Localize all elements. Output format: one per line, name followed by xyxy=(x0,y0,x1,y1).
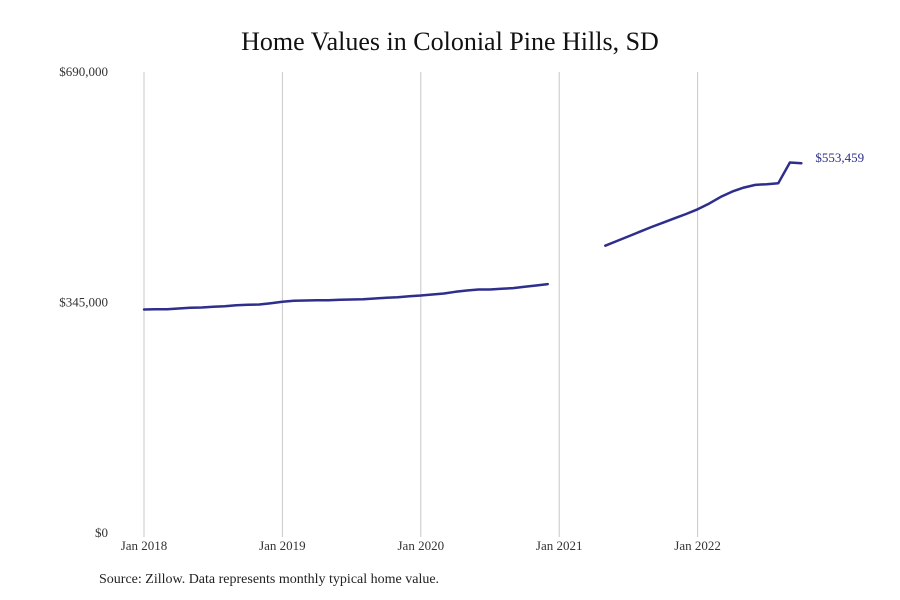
series-line xyxy=(142,282,549,311)
x-tick-label: Jan 2018 xyxy=(121,538,168,553)
x-tick-label: Jan 2019 xyxy=(259,538,306,553)
series-lines xyxy=(142,161,803,311)
y-tick-label: $0 xyxy=(95,525,108,540)
x-tick-label: Jan 2021 xyxy=(536,538,583,553)
x-axis-tick-labels: Jan 2018 Jan 2019 Jan 2020 Jan 2021 Jan 2022 xyxy=(121,538,721,553)
vertical-gridlines xyxy=(143,72,699,537)
x-tick-label: Jan 2020 xyxy=(398,538,445,553)
y-tick-label: $345,000 xyxy=(59,295,108,310)
y-axis-tick-labels: $0 $345,000 $690,000 xyxy=(59,64,108,540)
data-labels: $553,459 xyxy=(815,150,864,165)
x-tick-label: Jan 2022 xyxy=(674,538,721,553)
chart-title: Home Values in Colonial Pine Hills, SD xyxy=(241,27,659,56)
source-note: Source: Zillow. Data represents monthly … xyxy=(99,572,440,587)
series-line xyxy=(604,161,803,247)
end-value-label: $553,459 xyxy=(815,150,864,165)
y-tick-label: $690,000 xyxy=(59,64,108,79)
